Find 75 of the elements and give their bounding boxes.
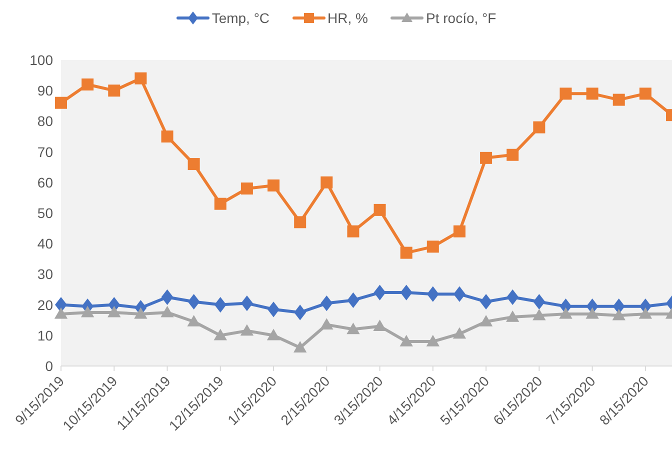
point <box>453 225 466 238</box>
point <box>293 341 307 352</box>
point <box>532 308 546 320</box>
point <box>240 324 254 336</box>
point <box>108 84 120 97</box>
point <box>612 94 625 106</box>
point <box>612 308 626 320</box>
point <box>268 179 280 192</box>
point <box>294 216 306 228</box>
point <box>82 78 94 90</box>
point <box>426 240 439 253</box>
y-tick-label: 100 <box>30 52 54 68</box>
point <box>320 295 333 312</box>
point <box>187 315 200 326</box>
point <box>188 294 200 310</box>
point <box>347 292 360 308</box>
point <box>638 307 652 319</box>
point <box>533 294 546 310</box>
point <box>480 294 492 310</box>
point <box>346 322 360 334</box>
point <box>160 306 174 318</box>
point <box>214 328 227 340</box>
y-tick-label: 90 <box>37 82 54 99</box>
point <box>400 284 412 300</box>
legend-label: HR, % <box>326 10 368 26</box>
point <box>426 286 439 302</box>
legend-label: Temp, °C <box>210 10 270 26</box>
point <box>268 302 280 318</box>
point <box>161 289 174 305</box>
point <box>374 284 386 300</box>
point <box>480 152 492 164</box>
point <box>639 88 652 100</box>
point <box>373 320 386 332</box>
legend-label: Pt rocío, °F <box>425 10 496 26</box>
point <box>400 246 412 259</box>
point <box>479 315 493 326</box>
point <box>320 176 333 188</box>
y-tick-label: 40 <box>37 236 54 252</box>
point <box>188 158 200 170</box>
point <box>55 96 67 109</box>
point <box>134 72 147 84</box>
point <box>400 334 413 346</box>
point <box>240 295 253 312</box>
point <box>161 130 174 142</box>
point <box>452 327 466 339</box>
point <box>559 307 572 319</box>
y-tick-label: 0 <box>45 358 54 374</box>
point <box>586 307 599 319</box>
point <box>214 297 226 313</box>
point <box>533 121 546 134</box>
y-tick-label: 20 <box>37 296 54 313</box>
point <box>506 289 519 305</box>
point <box>506 148 519 161</box>
y-tick-label: 30 <box>37 266 54 282</box>
point <box>347 225 360 238</box>
y-tick-label: 60 <box>37 174 54 190</box>
point <box>506 310 520 322</box>
point <box>108 306 121 318</box>
point <box>266 328 280 340</box>
y-tick-label: 80 <box>37 113 54 130</box>
point <box>453 286 466 302</box>
point <box>240 182 253 195</box>
point <box>320 318 334 330</box>
point <box>80 306 94 318</box>
point <box>586 88 598 100</box>
point <box>294 304 306 320</box>
point <box>560 88 572 100</box>
point <box>214 198 226 210</box>
y-tick-label: 10 <box>37 327 54 344</box>
point <box>426 334 440 346</box>
point <box>374 204 386 216</box>
y-tick-label: 70 <box>37 144 54 160</box>
y-tick-label: 50 <box>37 204 54 221</box>
point <box>54 307 68 319</box>
point <box>134 307 148 319</box>
